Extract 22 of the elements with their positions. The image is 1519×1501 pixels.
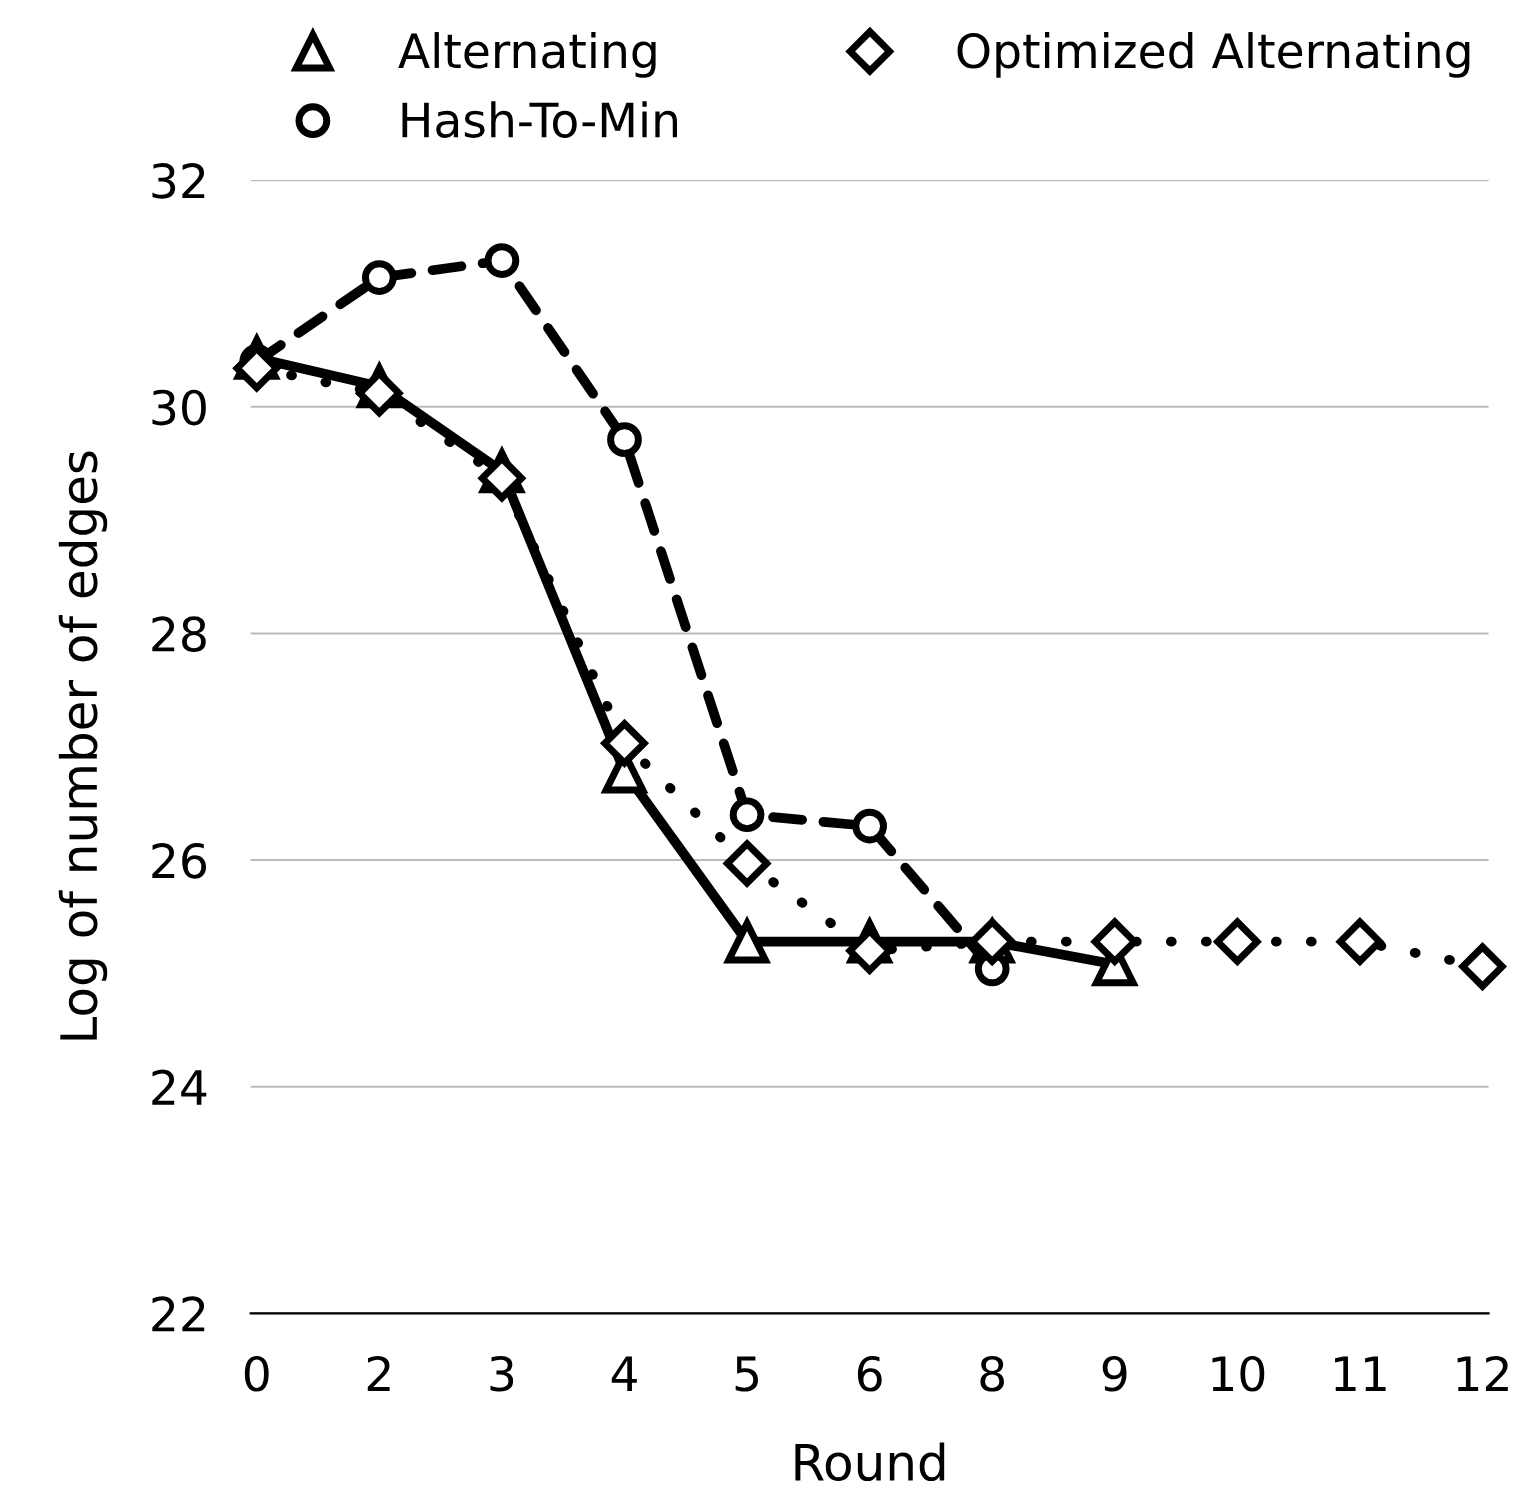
y-tick-label: 28 <box>152 616 206 653</box>
y-tick-label: 30 <box>152 389 206 426</box>
x-tick-label: 10 <box>1212 1355 1265 1392</box>
legend-label: Optimized Alternating <box>957 32 1470 78</box>
y-tick-label: 26 <box>152 842 206 879</box>
x-tick-label: 3 <box>490 1355 514 1392</box>
x-tick-label: 8 <box>980 1355 1004 1392</box>
y-tick-label: 22 <box>152 1296 205 1332</box>
x-tick-label: 2 <box>367 1355 390 1391</box>
x-tick-label: 11 <box>1335 1356 1386 1391</box>
x-tick-label: 5 <box>735 1356 758 1392</box>
x-tick-label: 0 <box>244 1355 269 1392</box>
x-tick-label: 12 <box>1457 1355 1508 1391</box>
y-tick-label: 32 <box>152 163 205 199</box>
y-axis-title: Log of number of edges <box>58 451 108 1040</box>
x-tick-label: 4 <box>611 1356 637 1391</box>
x-tick-label: 6 <box>857 1355 882 1392</box>
y-tick-label: 24 <box>152 1069 207 1105</box>
x-tick-label: 9 <box>1102 1355 1127 1392</box>
legend-label: Alternating <box>398 32 656 78</box>
legend-label: Hash-To-Min <box>402 101 677 138</box>
x-axis-title: Round <box>795 1442 945 1482</box>
